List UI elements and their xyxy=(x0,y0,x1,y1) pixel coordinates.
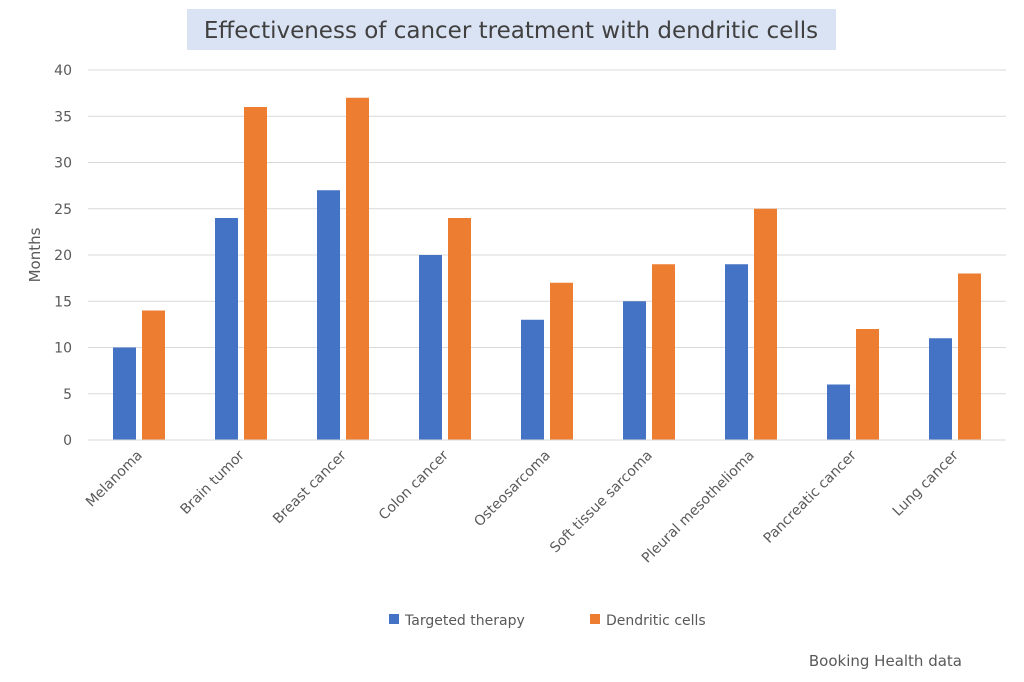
chart-title-background xyxy=(187,9,836,50)
bar-dendritic-cells xyxy=(244,107,267,440)
x-category-label: Lung cancer xyxy=(890,447,962,519)
y-tick-label: 30 xyxy=(54,156,72,172)
legend: Targeted therapy Dendritic cells xyxy=(389,613,706,629)
y-axis-title: Months xyxy=(26,227,44,282)
bar-targeted-therapy xyxy=(419,255,442,440)
y-tick-label: 10 xyxy=(54,341,72,357)
bar-targeted-therapy xyxy=(521,319,544,440)
bar-dendritic-cells xyxy=(958,273,981,440)
x-category-label: Brain tumor xyxy=(177,447,248,518)
x-category-label: Osteosarcoma xyxy=(471,448,554,531)
legend-label: Dendritic cells xyxy=(606,613,706,629)
bars xyxy=(113,97,981,440)
y-tick-label: 40 xyxy=(54,63,72,79)
y-tick-label: 0 xyxy=(63,433,72,449)
x-category-label: Pleural mesothelioma xyxy=(639,448,758,567)
y-tick-label: 25 xyxy=(54,202,72,218)
y-tick-label: 15 xyxy=(54,294,72,310)
bar-dendritic-cells xyxy=(346,97,369,440)
y-tick-label: 5 xyxy=(63,387,72,403)
y-tick-label: 20 xyxy=(54,248,72,264)
legend-swatch xyxy=(389,614,399,624)
x-category-label: Colon cancer xyxy=(376,447,452,523)
x-category-label: Soft tissue sarcoma xyxy=(547,448,656,557)
bar-dendritic-cells xyxy=(652,264,675,440)
x-category-label: Pancreatic cancer xyxy=(761,447,860,546)
y-axis-ticks: 0 5 10 15 20 25 30 35 40 xyxy=(54,63,72,449)
bar-dendritic-cells xyxy=(856,329,879,440)
bar-dendritic-cells xyxy=(448,218,471,440)
bar-targeted-therapy xyxy=(317,190,340,440)
legend-swatch xyxy=(590,614,600,624)
bar-targeted-therapy xyxy=(929,338,952,440)
bar-targeted-therapy xyxy=(725,264,748,440)
y-tick-label: 35 xyxy=(54,109,72,125)
legend-label: Targeted therapy xyxy=(404,613,525,629)
x-axis-categories: Melanoma Brain tumor Breast cancer Colon ca… xyxy=(83,447,962,566)
bar-targeted-therapy xyxy=(623,301,646,440)
bar-targeted-therapy xyxy=(215,218,238,440)
bar-targeted-therapy xyxy=(113,347,136,440)
bar-dendritic-cells xyxy=(550,282,573,440)
x-category-label: Melanoma xyxy=(83,448,146,511)
bar-dendritic-cells xyxy=(754,208,777,440)
bar-dendritic-cells xyxy=(142,310,165,440)
gridlines xyxy=(88,69,1006,395)
x-category-label: Breast cancer xyxy=(270,447,350,527)
chart-title: Effectiveness of cancer treatment with d… xyxy=(204,18,818,44)
bar-targeted-therapy xyxy=(827,384,850,440)
source-note: Booking Health data xyxy=(809,652,962,670)
